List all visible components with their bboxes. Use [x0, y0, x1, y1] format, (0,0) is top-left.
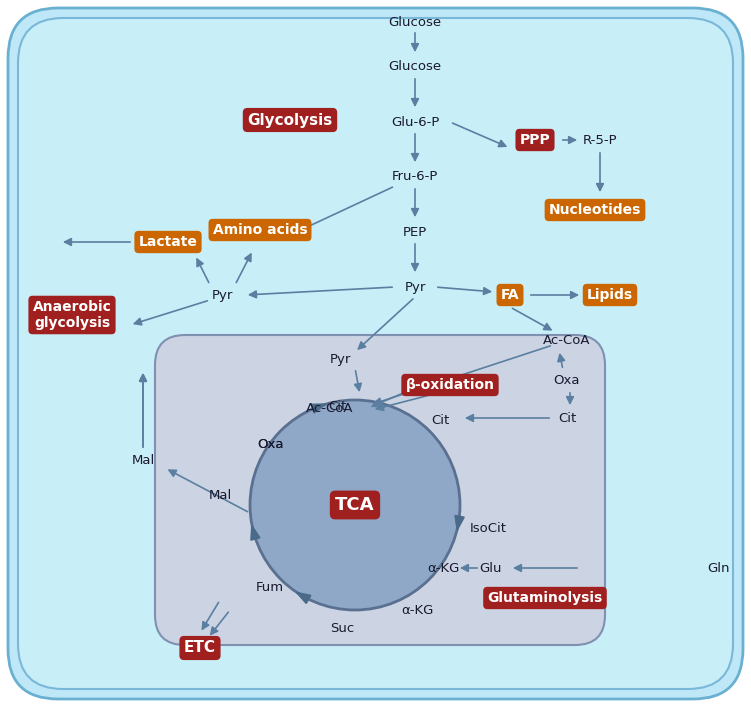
Text: α-KG: α-KG: [401, 604, 433, 617]
Text: Cit: Cit: [328, 400, 346, 413]
Text: IsoCit: IsoCit: [470, 522, 507, 534]
Text: β-oxidation: β-oxidation: [406, 378, 494, 392]
Text: FA: FA: [501, 288, 519, 302]
Text: Glucose: Glucose: [388, 61, 442, 74]
Text: PEP: PEP: [403, 226, 427, 238]
Text: Lactate: Lactate: [139, 235, 198, 249]
Text: Cit: Cit: [558, 411, 576, 424]
Text: Nucleotides: Nucleotides: [549, 203, 641, 217]
Text: Anaerobic
glycolysis: Anaerobic glycolysis: [32, 300, 111, 330]
Text: Glutaminolysis: Glutaminolysis: [487, 591, 602, 605]
Text: ETC: ETC: [184, 641, 216, 655]
Circle shape: [250, 400, 460, 610]
Text: Cit: Cit: [431, 414, 449, 426]
Text: Mal: Mal: [209, 489, 232, 503]
Text: Pyr: Pyr: [329, 354, 351, 366]
Text: Lipids: Lipids: [587, 288, 633, 302]
Text: Oxa: Oxa: [257, 438, 283, 452]
Text: Fru-6-P: Fru-6-P: [392, 170, 438, 184]
Polygon shape: [455, 515, 464, 530]
FancyBboxPatch shape: [18, 18, 733, 689]
Text: Suc: Suc: [330, 622, 354, 635]
Text: Mal: Mal: [131, 453, 155, 467]
Text: Ac-CoA: Ac-CoA: [306, 402, 354, 414]
Text: Oxa: Oxa: [257, 438, 283, 452]
Text: Glucose: Glucose: [388, 16, 442, 28]
Text: Pyr: Pyr: [211, 288, 233, 301]
Text: Gln: Gln: [707, 561, 729, 575]
Polygon shape: [311, 404, 326, 413]
FancyBboxPatch shape: [8, 8, 743, 699]
Text: R-5-P: R-5-P: [583, 134, 617, 146]
Text: Amino acids: Amino acids: [213, 223, 307, 237]
Text: PPP: PPP: [520, 133, 550, 147]
Text: Pyr: Pyr: [404, 281, 426, 293]
Polygon shape: [251, 525, 260, 540]
Text: Glu-6-P: Glu-6-P: [391, 115, 439, 129]
Text: TCA: TCA: [335, 496, 375, 514]
Text: α-KG: α-KG: [427, 561, 460, 575]
Text: Glu: Glu: [478, 561, 501, 575]
Polygon shape: [297, 592, 311, 604]
Text: Oxa: Oxa: [553, 373, 581, 387]
Text: Fum: Fum: [255, 581, 284, 594]
FancyBboxPatch shape: [155, 335, 605, 645]
Text: Ac-CoA: Ac-CoA: [543, 334, 591, 346]
Text: Glycolysis: Glycolysis: [247, 112, 333, 127]
